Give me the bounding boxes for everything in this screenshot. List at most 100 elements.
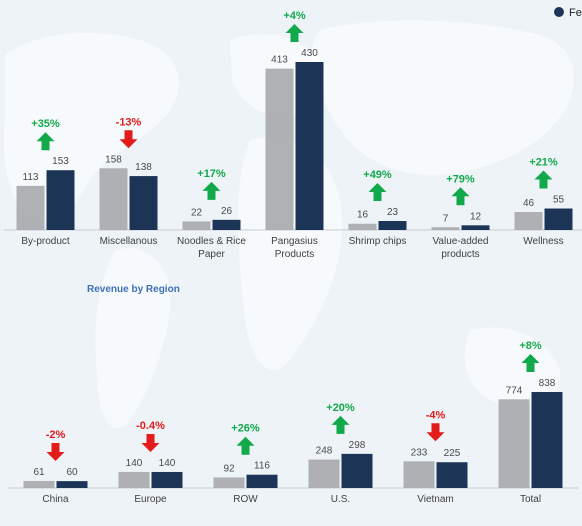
change-label: +35% <box>31 118 60 130</box>
change-label: -13% <box>116 116 142 128</box>
up-arrow-icon <box>331 415 350 434</box>
up-arrow-icon <box>534 170 553 189</box>
category-label: Vietnam <box>417 494 454 505</box>
data-label-previous: 113 <box>23 172 39 183</box>
bar-previous <box>265 68 294 230</box>
bar-previous <box>403 461 435 488</box>
category-label: Noodles & Rice <box>177 236 246 247</box>
up-arrow-icon <box>451 187 470 206</box>
bar-previous <box>498 399 530 488</box>
data-label-current: 26 <box>221 206 233 217</box>
category-label: Wellness <box>523 236 563 247</box>
data-label-current: 138 <box>135 162 152 173</box>
change-label: +4% <box>283 10 306 22</box>
section-title-region: Revenue by Region <box>87 284 180 295</box>
data-label-previous: 61 <box>33 467 45 478</box>
data-label-current: 23 <box>387 207 399 218</box>
bar-previous <box>182 221 211 230</box>
data-label-previous: 413 <box>271 55 288 66</box>
data-label-current: 55 <box>553 195 565 206</box>
data-label-current: 60 <box>66 467 78 478</box>
data-label-previous: 16 <box>357 210 369 221</box>
data-label-current: 430 <box>301 48 318 59</box>
bar-current <box>341 453 373 488</box>
category-label: Europe <box>134 494 167 505</box>
down-arrow-icon <box>426 423 445 442</box>
up-arrow-icon <box>368 183 387 202</box>
bar-previous <box>514 212 543 230</box>
bar-current <box>212 219 241 230</box>
change-label: +26% <box>231 423 260 435</box>
data-label-current: 116 <box>254 461 270 472</box>
category-label: Products <box>275 249 314 260</box>
change-label: +17% <box>197 168 226 180</box>
bar-previous <box>118 471 150 488</box>
category-label: Miscellanous <box>100 236 158 247</box>
category-label: ROW <box>233 494 258 505</box>
change-label: +21% <box>529 157 558 169</box>
data-label-previous: 248 <box>316 446 333 457</box>
data-label-previous: 7 <box>443 213 449 224</box>
data-label-previous: 774 <box>506 385 523 396</box>
data-label-previous: 22 <box>191 207 203 218</box>
bar-current <box>246 474 278 488</box>
bar-previous <box>99 168 128 230</box>
change-label: +49% <box>363 169 392 181</box>
bar-previous <box>16 185 45 230</box>
bar-previous <box>308 459 340 488</box>
data-label-previous: 233 <box>411 447 428 458</box>
legend-swatch <box>554 7 564 17</box>
bar-current <box>378 221 407 230</box>
category-label: Pangasius <box>271 236 318 247</box>
category-label: Total <box>520 494 541 505</box>
revenue-by-product-chart: 113 153 By-product +35% 158 138 Miscellanous -1… <box>4 10 582 260</box>
data-label-current: 838 <box>539 378 556 389</box>
bar-current <box>544 208 573 230</box>
category-label: products <box>441 249 479 260</box>
category-label: By-product <box>21 236 70 247</box>
bar-current <box>461 225 490 230</box>
up-arrow-icon <box>521 354 540 372</box>
data-label-current: 298 <box>349 440 366 451</box>
category-label: U.S. <box>331 494 350 505</box>
bar-previous <box>431 227 460 230</box>
bar-current <box>129 176 158 230</box>
revenue-by-region-chart: 61 60 China -2% 140 140 Europe -0.4% 92 116 ROW +26… <box>8 340 578 505</box>
bar-current <box>295 62 324 230</box>
data-label-previous: 158 <box>105 154 122 165</box>
down-arrow-icon <box>141 433 160 452</box>
change-label: +20% <box>326 402 355 414</box>
category-label: China <box>42 494 69 505</box>
bar-current <box>46 170 75 230</box>
change-label: +8% <box>519 340 542 352</box>
change-label: -4% <box>426 409 446 421</box>
change-label: +79% <box>446 173 475 185</box>
down-arrow-icon <box>119 130 138 149</box>
data-label-current: 140 <box>159 458 176 469</box>
bar-current <box>436 462 468 488</box>
bar-previous <box>23 481 55 488</box>
down-arrow-icon <box>46 443 65 462</box>
data-label-current: 153 <box>52 156 69 167</box>
bar-previous <box>348 223 377 230</box>
change-label: -2% <box>46 429 66 441</box>
bar-current <box>531 392 563 488</box>
bar-current <box>56 481 88 488</box>
legend: Fe <box>554 7 582 19</box>
bar-current <box>151 471 183 488</box>
data-label-current: 225 <box>444 448 461 459</box>
up-arrow-icon <box>285 24 304 42</box>
data-label-previous: 46 <box>523 198 535 209</box>
up-arrow-icon <box>202 181 221 200</box>
category-label: Value-added <box>433 236 489 247</box>
data-label-previous: 92 <box>223 463 235 474</box>
data-label-current: 12 <box>470 211 482 222</box>
change-label: -0.4% <box>136 420 165 432</box>
legend-label: Fe <box>569 7 582 19</box>
bar-previous <box>213 477 245 488</box>
up-arrow-icon <box>36 132 55 151</box>
category-label: Paper <box>198 249 225 260</box>
category-label: Shrimp chips <box>349 236 407 247</box>
data-label-previous: 140 <box>126 458 143 469</box>
